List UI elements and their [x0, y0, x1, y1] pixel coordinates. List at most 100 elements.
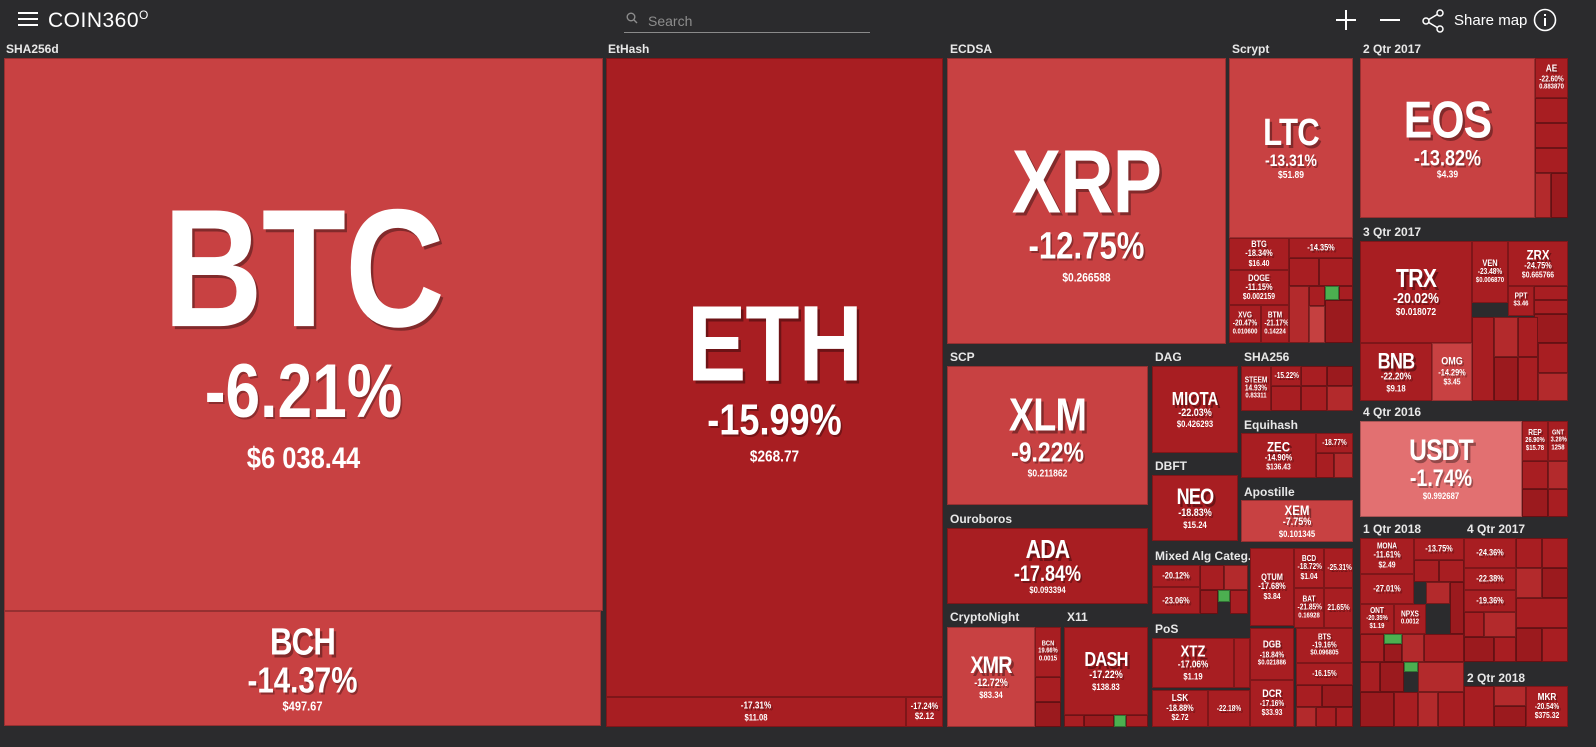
tile-q1-small-b[interactable]: -27.01% — [1360, 574, 1414, 604]
search-icon — [626, 12, 638, 24]
tile-mona[interactable]: MONA -11.61% $2.49 — [1360, 538, 1414, 574]
tile-dgb[interactable]: DGB -18.84% $0.021886 — [1250, 628, 1294, 680]
sha256-mosaic — [1271, 386, 1353, 411]
q1-2018-mosaic-a — [1414, 560, 1464, 634]
group-q4-2017: 4 Qtr 2017 — [1467, 522, 1526, 536]
tile-doge[interactable]: DOGE -11.15% $0.002159 — [1229, 270, 1289, 305]
tile-dcr[interactable]: DCR -17.16% $33.93 — [1250, 680, 1294, 727]
tile-ae[interactable]: AE -22.60% 0.883870 — [1535, 58, 1568, 98]
share-icon — [1422, 9, 1444, 33]
tile-etc[interactable]: -17.31% $11.08 — [606, 697, 906, 727]
group-q3-2017: 3 Qtr 2017 — [1363, 225, 1422, 239]
group-q1-2018: 1 Qtr 2018 — [1363, 522, 1422, 536]
tile-mixed-small-a[interactable]: -20.12% — [1152, 565, 1200, 587]
tile-q1-small-a[interactable]: -13.75% — [1414, 538, 1464, 560]
tile-bat[interactable]: BAT -21.85% 0.16928 — [1294, 588, 1324, 628]
tile-miota[interactable]: MIOTA -22.03% $0.426293 — [1152, 366, 1238, 453]
tile-equihash-small-a[interactable]: -18.77% — [1316, 433, 1353, 453]
tile-bch[interactable]: BCH -14.37% $497.67 — [4, 611, 601, 726]
zoom-in-icon[interactable] — [1334, 8, 1358, 32]
zoom-out-icon[interactable] — [1378, 8, 1402, 32]
tile-btm[interactable]: BTM -21.17% 0.14224 — [1261, 305, 1289, 343]
q4-2017-mosaic-b — [1464, 612, 1516, 662]
tile-scrypt-small-a[interactable]: -14.35% — [1289, 238, 1353, 258]
tile-ada[interactable]: ADA -17.84% $0.093394 — [947, 528, 1148, 604]
group-equihash: Equihash — [1244, 418, 1299, 432]
tile-zrx[interactable]: ZRX -24.75% $0.665766 — [1508, 241, 1568, 286]
tile-xlm[interactable]: XLM -9.22% $0.211862 — [947, 366, 1148, 505]
group-ecdsa: ECDSA — [950, 42, 993, 56]
tile-xvg[interactable]: XVG -20.47% 0.010600 — [1229, 305, 1261, 343]
tile-mkr[interactable]: MKR -20.54% $375.32 — [1526, 686, 1568, 727]
tile-eos[interactable]: EOS -13.82% $4.39 — [1360, 58, 1535, 218]
tile-trx[interactable]: TRX -20.02% $0.018072 — [1360, 241, 1472, 343]
tile-pos-small-d[interactable]: 21.65% — [1324, 588, 1353, 628]
info-icon[interactable] — [1533, 8, 1557, 32]
tile-q4-small-c[interactable]: -19.36% — [1464, 590, 1516, 612]
menu-icon[interactable] — [18, 12, 38, 28]
tile-btc[interactable]: BTC -6.21% $6 038.44 — [4, 58, 603, 611]
tile-xem[interactable]: XEM -7.75% $0.101345 — [1241, 500, 1353, 542]
group-mixed-alg: Mixed Alg Categ... — [1155, 549, 1258, 563]
tile-mixed-small-b[interactable]: -23.06% — [1152, 587, 1200, 614]
tile-ven[interactable]: VEN -23.48% $0.006870 — [1472, 241, 1508, 303]
tile-usdt[interactable]: USDT -1.74% $0.992687 — [1360, 421, 1522, 517]
q2-2018-mosaic — [1464, 686, 1526, 727]
bottom-strip — [0, 729, 1596, 747]
tile-q4-small-b[interactable]: -22.38% — [1464, 568, 1516, 590]
group-scp: SCP — [950, 350, 975, 364]
pos-mosaic — [1296, 685, 1353, 727]
mixed-mosaic — [1200, 565, 1248, 614]
search-input[interactable] — [646, 10, 870, 32]
equihash-mosaic — [1316, 453, 1353, 478]
tile-bcd[interactable]: BCD -18.72% $1.04 — [1294, 548, 1324, 588]
tile-sha256-small-a[interactable]: -15.22% — [1271, 366, 1301, 386]
tile-omg[interactable]: OMG -14.29% $3.45 — [1432, 343, 1472, 401]
tile-neo[interactable]: NEO -18.83% $15.24 — [1152, 475, 1238, 541]
tile-xrp[interactable]: XRP -12.75% $0.266588 — [947, 58, 1226, 344]
tile-pos-tiny[interactable] — [1234, 638, 1250, 688]
q1-2018-mosaic-b — [1360, 634, 1464, 727]
group-x11: X11 — [1067, 610, 1088, 624]
tile-pos-small-a[interactable]: -22.18% — [1208, 690, 1250, 727]
group-scrypt: Scrypt — [1232, 42, 1270, 56]
tile-npxs[interactable]: NPXS 0.0012 — [1394, 604, 1426, 634]
tile-ltc[interactable]: LTC -13.31% $51.89 — [1229, 58, 1353, 238]
tile-btg[interactable]: BTG -18.34% $16.40 — [1229, 238, 1289, 270]
sha256-mosaic-b — [1301, 366, 1353, 386]
tile-bcn[interactable]: BCN 19.66% 0.0015 — [1035, 627, 1061, 677]
x11-mosaic — [1064, 715, 1148, 727]
tile-pos-small-c[interactable]: -25.31% — [1324, 548, 1353, 588]
tile-pos-small-b[interactable]: -16.15% — [1296, 663, 1353, 685]
group-q4-2016: 4 Qtr 2016 — [1363, 405, 1422, 419]
group-dbft: DBFT — [1155, 459, 1187, 473]
app-logo[interactable]: COIN360O — [48, 8, 149, 32]
tile-zec[interactable]: ZEC -14.90% $136.43 — [1241, 433, 1316, 478]
tile-q4-small-a[interactable]: -24.36% — [1464, 538, 1516, 568]
tile-ont[interactable]: ONT -20.35% $1.19 — [1360, 604, 1394, 634]
group-sha256: SHA256 — [1244, 350, 1290, 364]
tile-ppt[interactable]: PPT $3.46 — [1508, 286, 1534, 316]
group-q2-2017: 2 Qtr 2017 — [1363, 42, 1422, 56]
tile-gnt[interactable]: GNT 3.28% 1258 — [1548, 421, 1568, 461]
group-ouroboros: Ouroboros — [950, 512, 1012, 526]
tile-steem[interactable]: STEEM 14.93% 0.83311 — [1241, 366, 1271, 411]
tile-eth[interactable]: ETH -15.99% $268.77 — [606, 58, 943, 697]
tile-bnb[interactable]: BNB -22.20% $9.18 — [1360, 343, 1432, 401]
tile-xmr[interactable]: XMR -12.72% $83.34 — [947, 627, 1035, 727]
tile-lsk[interactable]: LSK -18.88% $2.72 — [1152, 690, 1208, 727]
share-map-label: Share map — [1454, 12, 1528, 29]
tile-rep[interactable]: REP 26.90% $15.78 — [1522, 421, 1548, 461]
top-bar: COIN360O Share map — [0, 0, 1596, 41]
q4-2016-mosaic — [1522, 461, 1568, 517]
tile-qtum[interactable]: QTUM -17.68% $3.84 — [1250, 548, 1294, 626]
tile-etp[interactable]: -17.24% $2.12 — [906, 697, 943, 727]
tile-dash[interactable]: DASH -17.22% $138.83 — [1064, 627, 1148, 715]
group-cryptonight: CryptoNight — [950, 610, 1020, 624]
tile-bts[interactable]: BTS -19.16% $0.096805 — [1296, 628, 1353, 663]
group-dag: DAG — [1155, 350, 1182, 364]
q3-2017-mosaic-a — [1534, 286, 1568, 343]
group-pos: PoS — [1155, 622, 1179, 636]
q3-2017-mosaic-b — [1472, 303, 1568, 401]
tile-xtz[interactable]: XTZ -17.06% $1.19 — [1152, 638, 1234, 688]
